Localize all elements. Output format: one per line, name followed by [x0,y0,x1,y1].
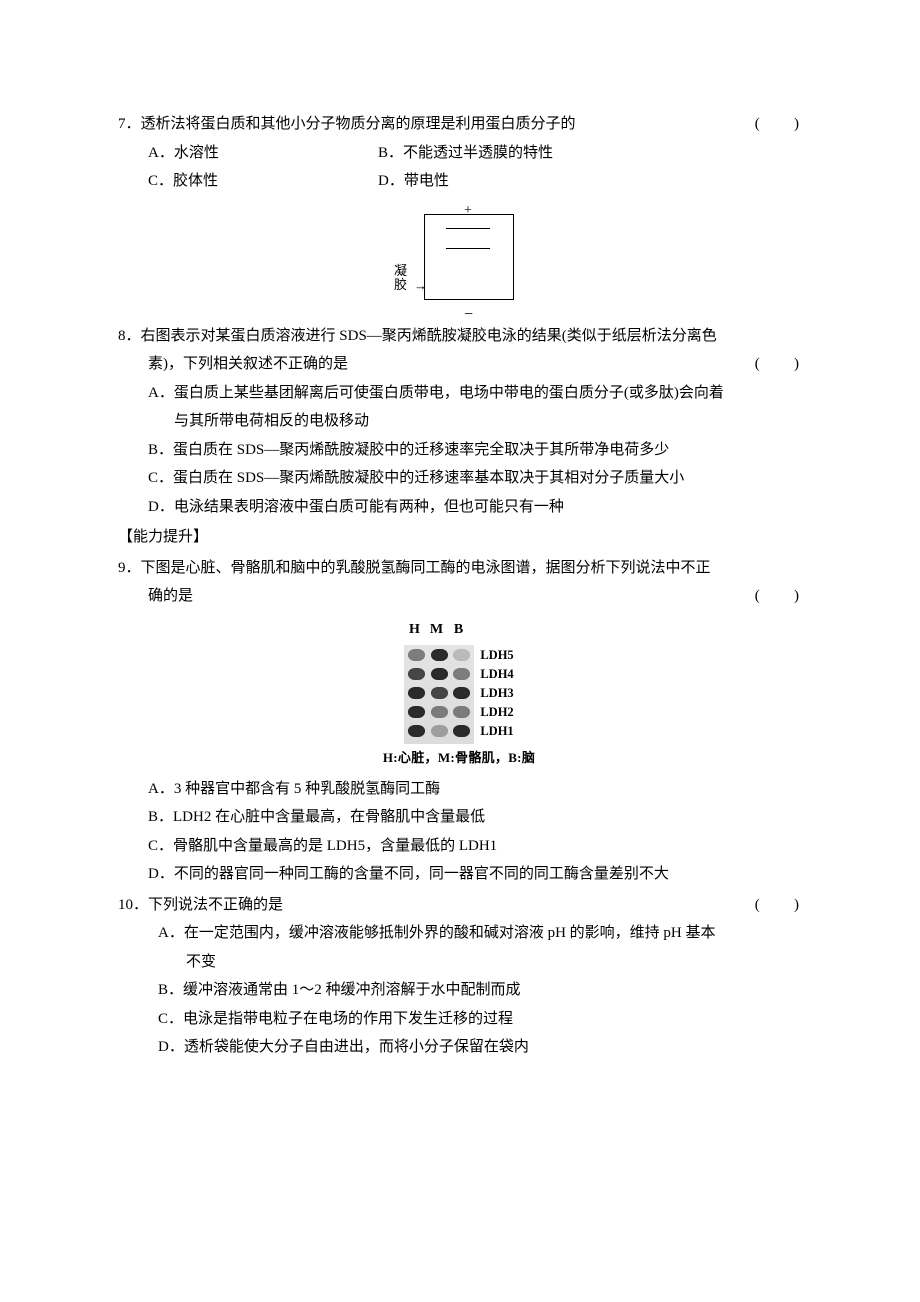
q7-option-c: C．胶体性 [148,167,378,196]
q7-answer-slot: ( ) [755,110,800,139]
ldh-row-label: LDH3 [480,686,513,700]
gel-band [431,649,448,661]
q9-option-c: C．骨骼肌中含量最高的是 LDH5，含量最低的 LDH1 [118,832,800,861]
q7-option-d: D．带电性 [378,167,800,196]
question-7: 7．透析法将蛋白质和其他小分子物质分离的原理是利用蛋白质分子的 ( ) A．水溶… [118,110,800,314]
q8-option-a-line1: A．蛋白质上某些基团解离后可使蛋白质带电，电场中带电的蛋白质分子(或多肽)会向着 [118,379,800,408]
q10-option-d: D．透析袋能使大分子自由进出，而将小分子保留在袋内 [158,1033,800,1062]
gel-band [431,668,448,680]
q9-number: 9． [118,560,141,576]
gel-band [453,706,470,718]
q9-option-a: A．3 种器官中都含有 5 种乳酸脱氢酶同工酶 [118,775,800,804]
question-9: 9．下图是心脏、骨骼肌和脑中的乳酸脱氢酶同工酶的电泳图谱，据图分析下列说法中不正… [118,554,800,889]
q8-stem-line1: 8．右图表示对某蛋白质溶液进行 SDS—聚丙烯酰胺凝胶电泳的结果(类似于纸层析法… [118,322,800,351]
ldh-row-label: LDH4 [480,667,513,681]
col-m: M [426,617,448,644]
section-head-ability: 【能力提升】 [118,523,800,552]
ldh-row-label: LDH1 [480,724,513,738]
gel-band [431,687,448,699]
ldh-row-label: LDH2 [480,705,513,719]
q7-text: 透析法将蛋白质和其他小分子物质分离的原理是利用蛋白质分子的 [141,116,576,132]
gel-band [453,687,470,699]
q7-stem: 7．透析法将蛋白质和其他小分子物质分离的原理是利用蛋白质分子的 [118,110,755,139]
q9-answer-slot: ( ) [755,582,800,611]
ldh-row-labels: LDH5 LDH4 LDH3 LDH2 LDH1 [480,645,513,738]
gel-label: 凝胶 [394,264,407,293]
q8-number: 8． [118,328,141,344]
q7-number: 7． [118,116,141,132]
ldh-row-label: LDH5 [480,648,513,662]
gel-band [431,725,448,737]
minus-icon: − [464,300,473,330]
gel-band [431,706,448,718]
ldh-figure: H M B LDH5 LDH4 LDH3 LDH2 LDH1 H:心脏，M:骨骼肌，B:… [118,617,800,771]
ldh-lanes [404,645,474,744]
q8-option-c: C．蛋白质在 SDS—聚丙烯酰胺凝胶中的迁移速率基本取决于其相对分子质量大小 [118,464,800,493]
gel-band [453,668,470,680]
gel-band-1 [446,228,490,229]
q8-option-a-line2: 与其所带电荷相反的电极移动 [118,407,800,436]
q10-stem: 10．下列说法不正确的是 [118,891,755,920]
gel-band [453,725,470,737]
ldh-band-row [408,705,470,719]
q8-text-1: 右图表示对某蛋白质溶液进行 SDS—聚丙烯酰胺凝胶电泳的结果(类似于纸层析法分离… [141,328,717,344]
q10-option-a-line2: 不变 [158,948,800,977]
q7-option-b: B．不能透过半透膜的特性 [378,139,800,168]
gel-band [408,649,425,661]
q10-answer-slot: ( ) [755,891,800,920]
ldh-band-row [408,724,470,738]
q9-option-d: D．不同的器官同一种同工酶的含量不同，同一器官不同的同工酶含量差别不大 [118,860,800,889]
gel-rectangle [424,214,514,300]
question-8: 8．右图表示对某蛋白质溶液进行 SDS—聚丙烯酰胺凝胶电泳的结果(类似于纸层析法… [118,322,800,522]
ldh-column-header: H M B [404,617,470,644]
gel-band [408,687,425,699]
ldh-band-row [408,648,470,662]
q7-gel-figure: + 凝胶 → − [118,202,800,314]
ldh-caption: H:心脏，M:骨骼肌，B:脑 [383,746,535,771]
q9-stem-line1: 9．下图是心脏、骨骼肌和脑中的乳酸脱氢酶同工酶的电泳图谱，据图分析下列说法中不正 [118,554,800,583]
gel-band [408,668,425,680]
col-b: B [448,617,470,644]
q10-text: 下列说法不正确的是 [148,897,283,913]
gel-band-2 [446,248,490,249]
arrow-icon: → [414,274,427,299]
q10-option-c: C．电泳是指带电粒子在电场的作用下发生迁移的过程 [158,1005,800,1034]
ldh-band-row [408,686,470,700]
gel-band [408,725,425,737]
gel-band [408,706,425,718]
q8-option-d: D．电泳结果表明溶液中蛋白质可能有两种，但也可能只有一种 [118,493,800,522]
q7-option-a: A．水溶性 [148,139,378,168]
q9-stem-line2: 确的是 [148,582,755,611]
gel-label-line2: 胶 [394,277,407,292]
question-10: 10．下列说法不正确的是 ( ) A．在一定范围内，缓冲溶液能够抵制外界的酸和碱… [118,891,800,1062]
q10-option-a-line1: A．在一定范围内，缓冲溶液能够抵制外界的酸和碱对溶液 pH 的影响，维持 pH … [158,919,800,948]
ldh-band-row [408,667,470,681]
col-h: H [404,617,426,644]
q8-option-b: B．蛋白质在 SDS—聚丙烯酰胺凝胶中的迁移速率完全取决于其所带净电荷多少 [118,436,800,465]
q9-option-b: B．LDH2 在心脏中含量最高，在骨骼肌中含量最低 [118,803,800,832]
gel-band [453,649,470,661]
gel-label-line1: 凝 [394,263,407,278]
q9-text-1: 下图是心脏、骨骼肌和脑中的乳酸脱氢酶同工酶的电泳图谱，据图分析下列说法中不正 [141,560,711,576]
q10-option-b: B．缓冲溶液通常由 1～2 种缓冲剂溶解于水中配制而成 [158,976,800,1005]
q10-number: 10． [118,897,148,913]
q8-stem-line2: 素)，下列相关叙述不正确的是 [148,350,755,379]
q8-answer-slot: ( ) [755,350,800,379]
